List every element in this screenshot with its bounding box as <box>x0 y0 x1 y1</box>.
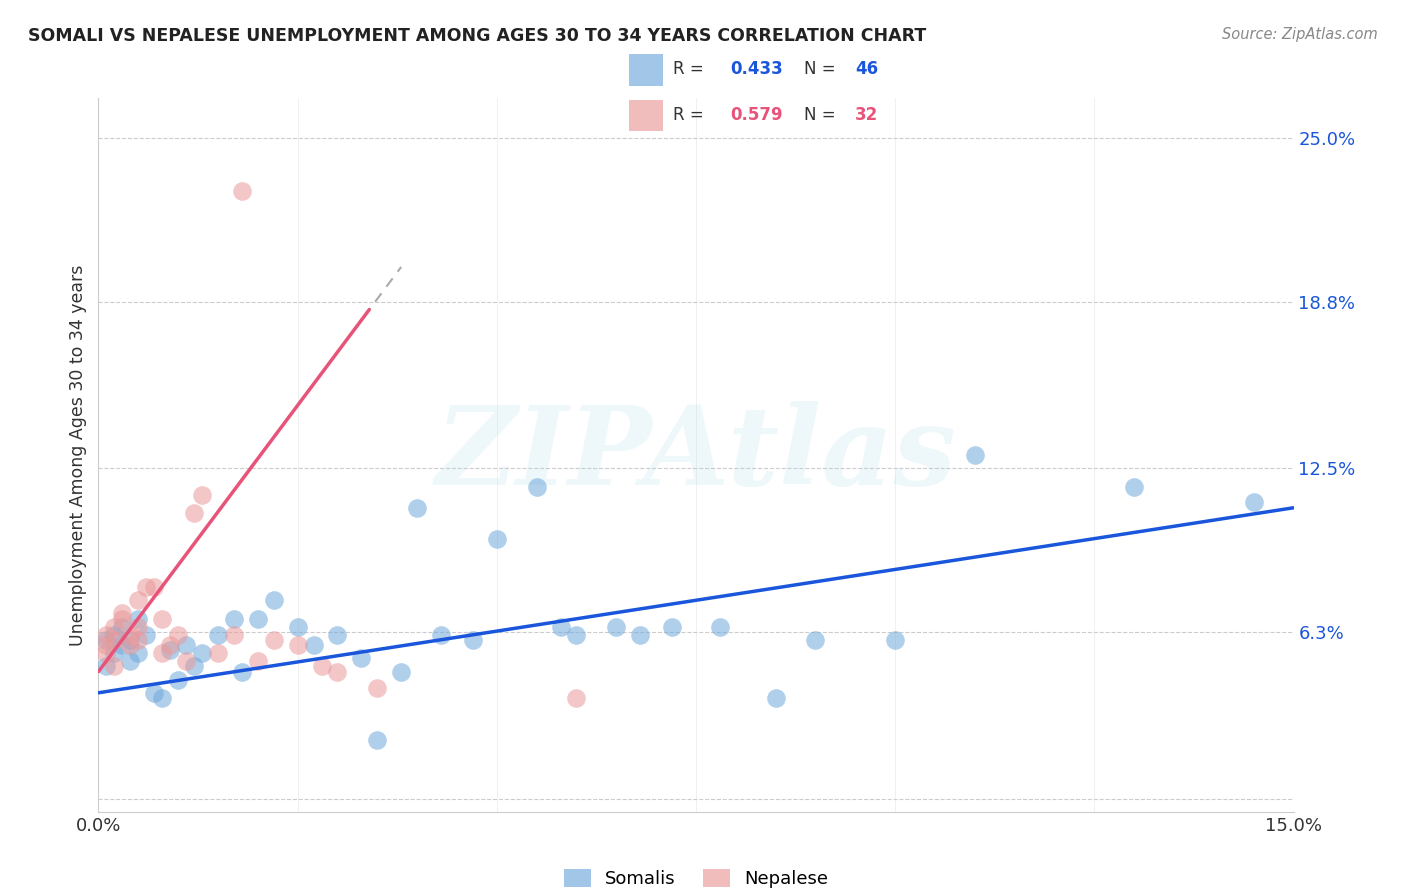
Text: SOMALI VS NEPALESE UNEMPLOYMENT AMONG AGES 30 TO 34 YEARS CORRELATION CHART: SOMALI VS NEPALESE UNEMPLOYMENT AMONG AG… <box>28 27 927 45</box>
Point <box>231 184 253 198</box>
Point <box>485 533 508 547</box>
Point <box>183 506 205 520</box>
Point <box>150 612 173 626</box>
Point <box>120 638 142 652</box>
Point <box>430 627 453 641</box>
Text: ZIPAtlas: ZIPAtlas <box>436 401 956 508</box>
Point <box>191 646 214 660</box>
Point <box>406 500 429 515</box>
Point <box>963 448 986 462</box>
Point <box>804 632 827 647</box>
Point <box>174 638 197 652</box>
Point <box>143 580 166 594</box>
Point <box>263 632 285 647</box>
Point <box>605 620 627 634</box>
Point <box>389 665 412 679</box>
Point <box>150 691 173 706</box>
Point <box>366 733 388 747</box>
Point <box>96 659 118 673</box>
Text: 0.433: 0.433 <box>730 60 783 78</box>
Text: N =: N = <box>804 60 841 78</box>
Text: R =: R = <box>672 60 709 78</box>
Point <box>120 654 142 668</box>
Legend: Somalis, Nepalese: Somalis, Nepalese <box>557 862 835 892</box>
Text: Source: ZipAtlas.com: Source: ZipAtlas.com <box>1222 27 1378 42</box>
FancyBboxPatch shape <box>628 54 662 86</box>
Point <box>661 620 683 634</box>
Point <box>103 646 125 660</box>
FancyBboxPatch shape <box>628 100 662 131</box>
Point <box>135 580 157 594</box>
Point <box>628 627 651 641</box>
Point <box>884 632 907 647</box>
Point <box>461 632 484 647</box>
Point <box>127 632 149 647</box>
Point <box>120 627 142 641</box>
Point <box>191 487 214 501</box>
Point <box>565 627 588 641</box>
Point <box>167 673 190 687</box>
Point <box>246 654 269 668</box>
Point <box>222 627 245 641</box>
Point <box>174 654 197 668</box>
Point <box>311 659 333 673</box>
Point <box>127 620 149 634</box>
Point <box>143 686 166 700</box>
Point <box>326 665 349 679</box>
Point <box>302 638 325 652</box>
Text: 0.579: 0.579 <box>730 106 783 124</box>
Point <box>231 665 253 679</box>
Point <box>96 627 118 641</box>
Text: 46: 46 <box>855 60 877 78</box>
Point <box>111 612 134 626</box>
Point <box>366 681 388 695</box>
Point <box>565 691 588 706</box>
Point <box>127 593 149 607</box>
Point <box>96 646 118 660</box>
Point <box>127 646 149 660</box>
Point <box>127 612 149 626</box>
Point <box>287 620 309 634</box>
Point <box>111 638 134 652</box>
Text: N =: N = <box>804 106 841 124</box>
Point <box>150 646 173 660</box>
Point <box>103 632 125 647</box>
Point <box>96 638 118 652</box>
Text: 32: 32 <box>855 106 879 124</box>
Point <box>1243 495 1265 509</box>
Point <box>1123 480 1146 494</box>
Point <box>159 643 181 657</box>
Point <box>111 607 134 621</box>
Y-axis label: Unemployment Among Ages 30 to 34 years: Unemployment Among Ages 30 to 34 years <box>69 264 87 646</box>
Point <box>103 659 125 673</box>
Point <box>120 632 142 647</box>
Point <box>709 620 731 634</box>
Point <box>183 659 205 673</box>
Point <box>526 480 548 494</box>
Point <box>550 620 572 634</box>
Point <box>326 627 349 641</box>
Point <box>207 627 229 641</box>
Point <box>111 620 134 634</box>
Point <box>263 593 285 607</box>
Point <box>765 691 787 706</box>
Point <box>96 632 118 647</box>
Point <box>222 612 245 626</box>
Point <box>287 638 309 652</box>
Point <box>246 612 269 626</box>
Text: R =: R = <box>672 106 709 124</box>
Point <box>350 651 373 665</box>
Point <box>159 638 181 652</box>
Point <box>207 646 229 660</box>
Point <box>103 620 125 634</box>
Point <box>103 627 125 641</box>
Point <box>167 627 190 641</box>
Point <box>135 627 157 641</box>
